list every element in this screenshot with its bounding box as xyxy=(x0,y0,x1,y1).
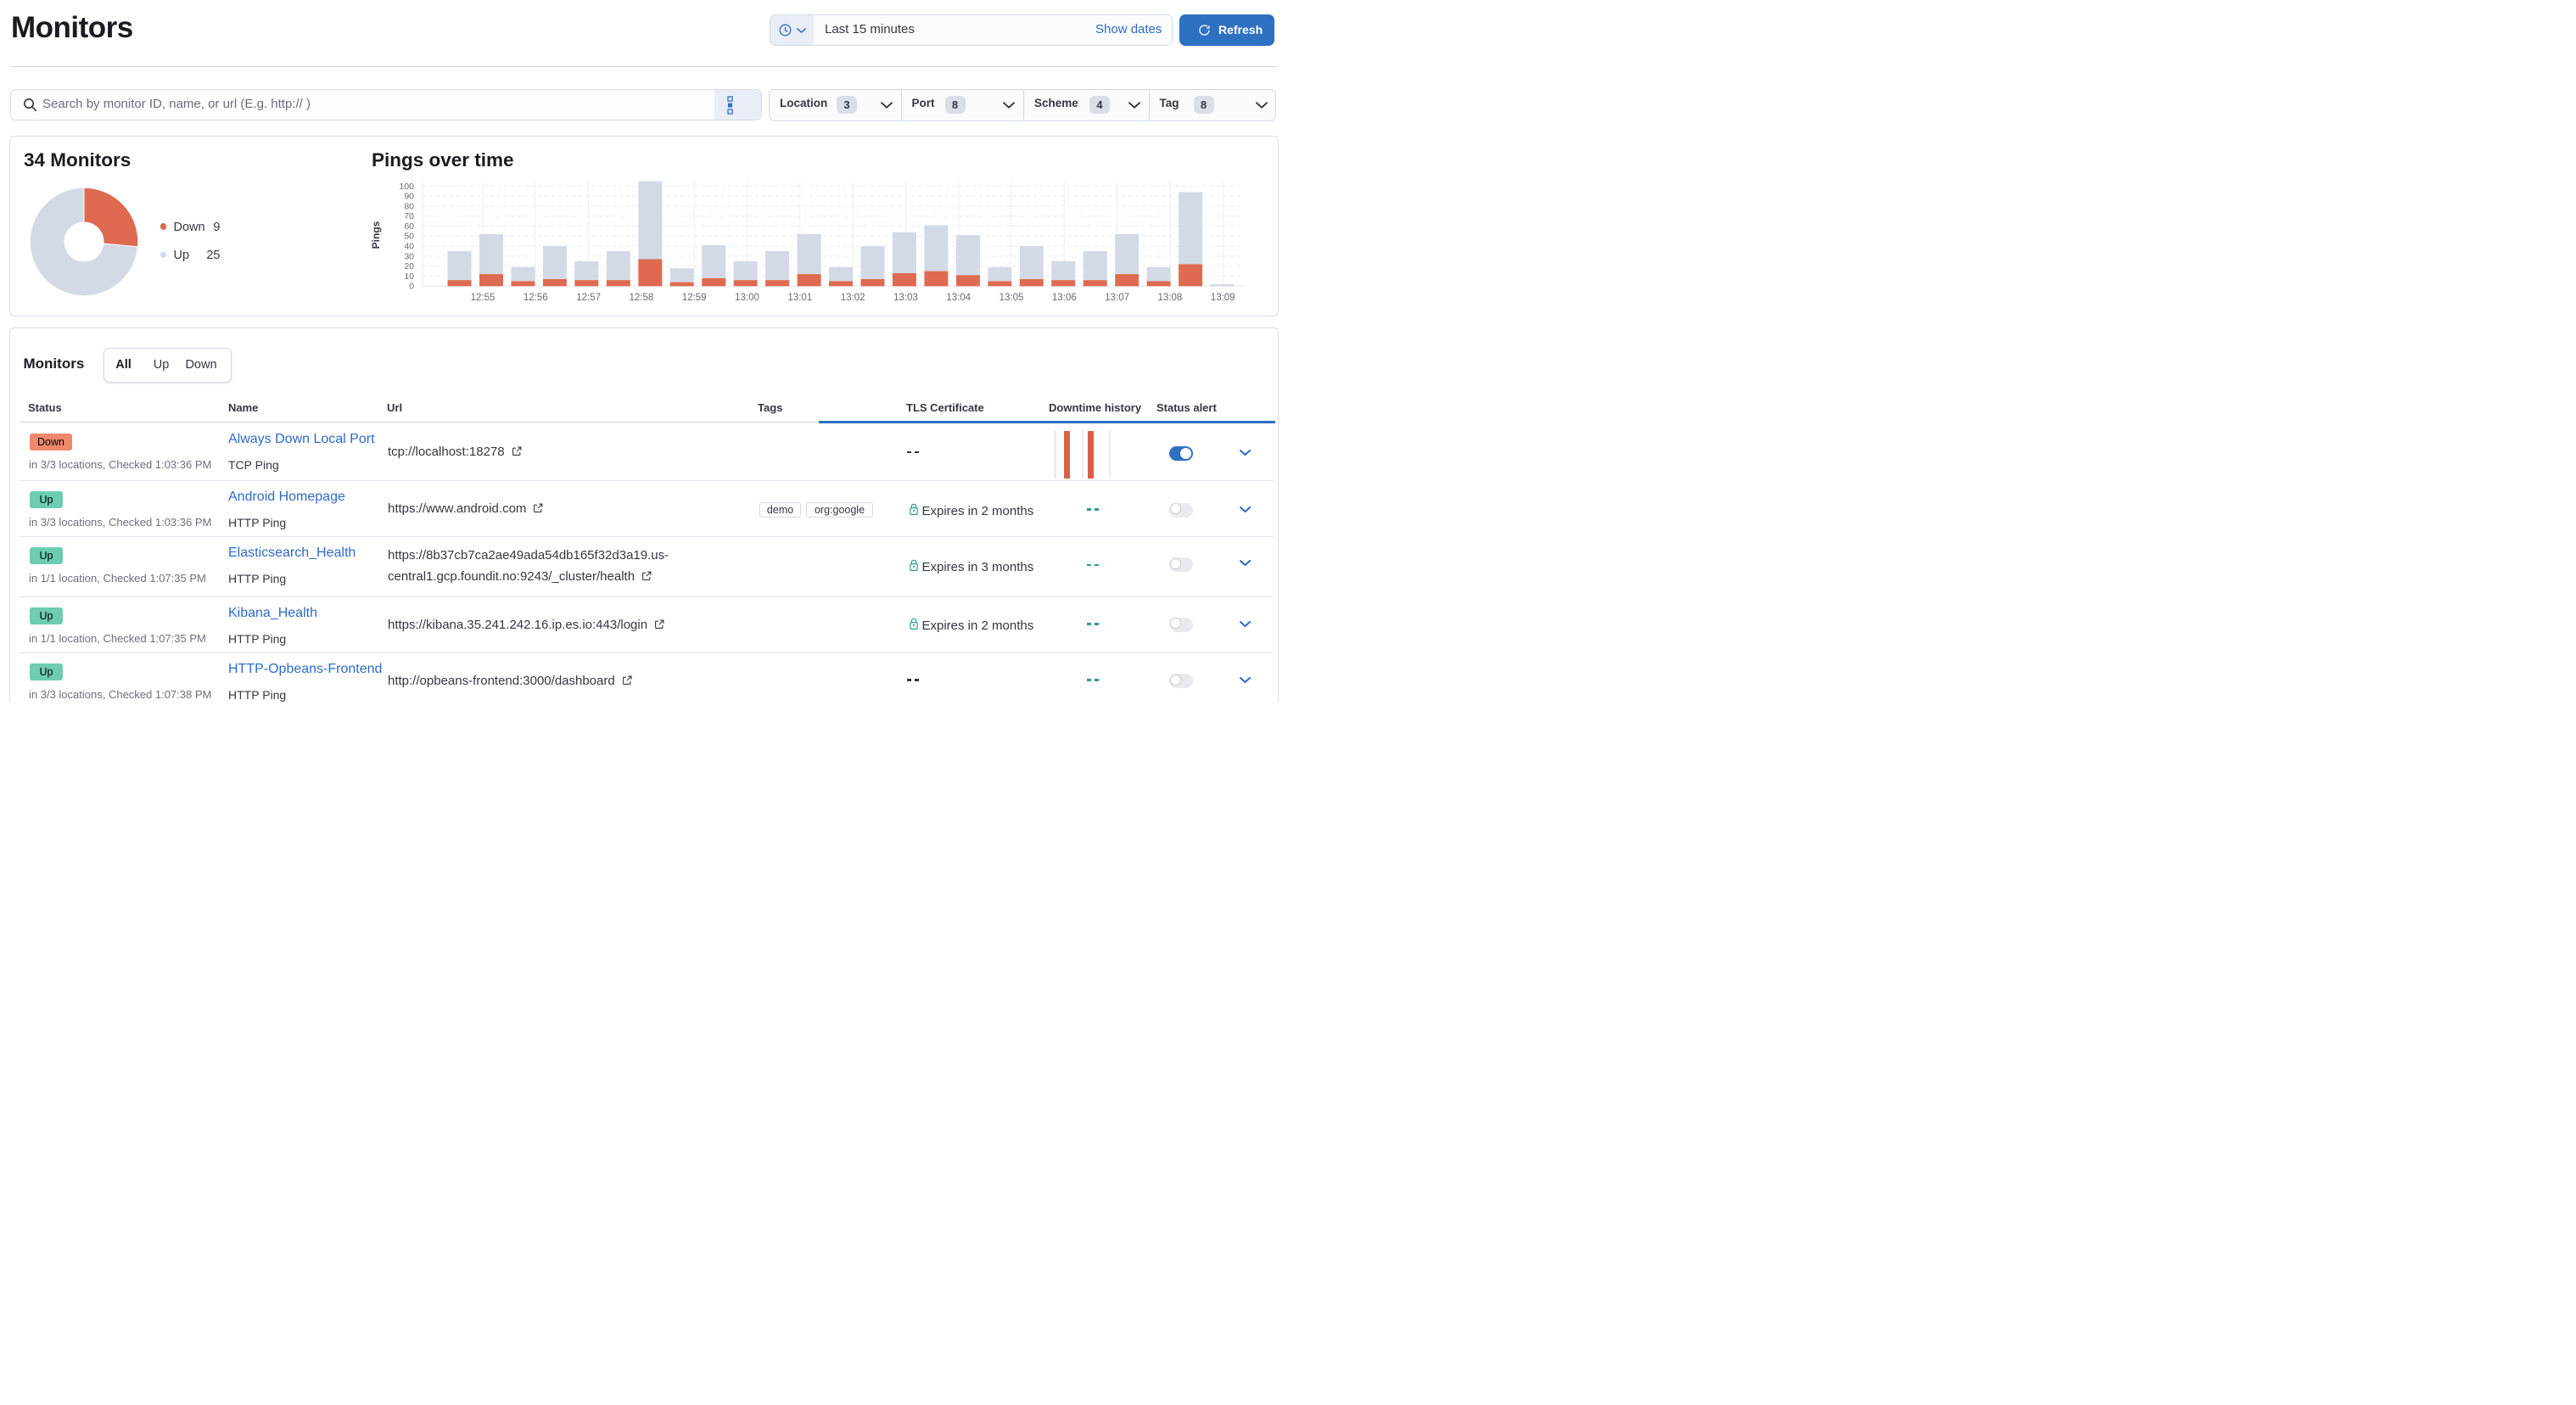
svg-text:13:09: 13:09 xyxy=(1211,293,1235,303)
svg-text:13:05: 13:05 xyxy=(1000,293,1024,303)
svg-text:0: 0 xyxy=(409,282,414,292)
svg-text:12:59: 12:59 xyxy=(682,293,707,303)
svg-text:50: 50 xyxy=(404,232,414,242)
svg-text:12:55: 12:55 xyxy=(471,293,496,303)
svg-text:10: 10 xyxy=(404,271,414,282)
svg-text:100: 100 xyxy=(399,182,414,192)
svg-text:13:01: 13:01 xyxy=(787,293,812,303)
svg-text:13:08: 13:08 xyxy=(1158,293,1183,303)
svg-text:13:00: 13:00 xyxy=(735,293,759,303)
svg-text:13:06: 13:06 xyxy=(1052,293,1077,303)
svg-text:80: 80 xyxy=(404,201,414,211)
svg-text:40: 40 xyxy=(404,242,414,252)
svg-text:13:02: 13:02 xyxy=(841,293,865,303)
svg-text:20: 20 xyxy=(404,261,414,271)
svg-text:12:57: 12:57 xyxy=(576,293,601,303)
svg-text:13:03: 13:03 xyxy=(893,293,918,303)
svg-text:70: 70 xyxy=(404,211,414,221)
svg-text:30: 30 xyxy=(404,251,414,261)
svg-text:12:56: 12:56 xyxy=(524,293,548,303)
svg-text:13:07: 13:07 xyxy=(1105,293,1129,303)
svg-text:60: 60 xyxy=(404,221,414,232)
svg-text:90: 90 xyxy=(404,192,414,202)
svg-text:13:04: 13:04 xyxy=(946,293,971,303)
svg-text:Pings: Pings xyxy=(370,221,382,249)
svg-text:12:58: 12:58 xyxy=(630,293,654,303)
